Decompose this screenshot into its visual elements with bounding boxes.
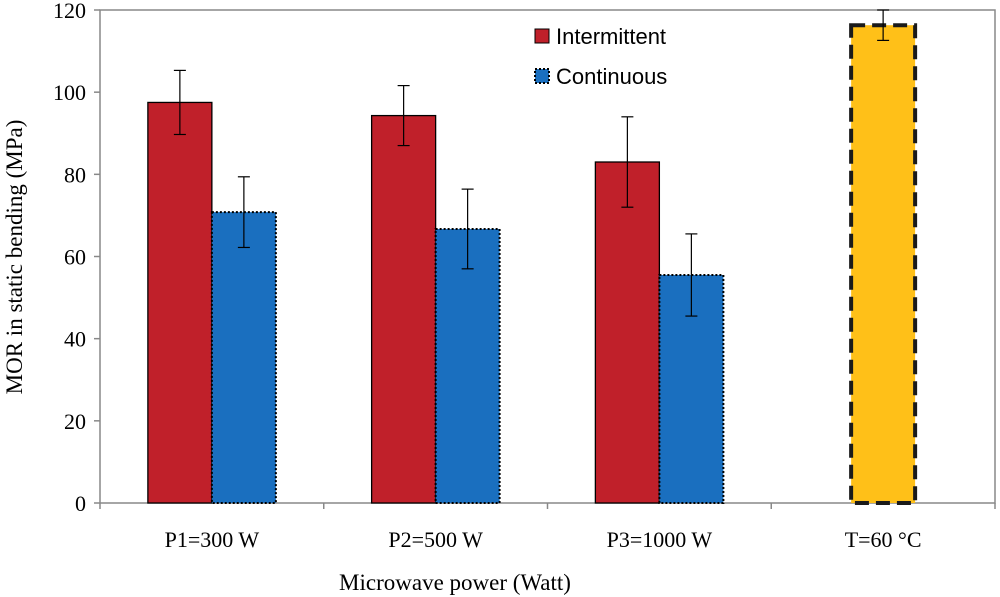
legend-label-continuous: Continuous xyxy=(556,64,667,89)
x-tick-label: T=60 °C xyxy=(845,527,922,552)
y-tick-label: 20 xyxy=(64,409,86,434)
bar-intermittent xyxy=(370,114,437,504)
y-tick-label: 0 xyxy=(75,491,86,516)
y-tick-label: 80 xyxy=(64,162,86,187)
y-tick-label: 60 xyxy=(64,245,86,270)
plot-area: 0 20 40 60 80 100 120 P1=300 W P2=500 W P3=1000 W… xyxy=(53,0,996,552)
legend-swatch-intermittent xyxy=(534,28,550,44)
legend: Intermittent Continuous xyxy=(534,24,667,89)
bar-continuous xyxy=(210,211,277,504)
y-axis-title: MOR in static bending (MPa) xyxy=(2,120,27,395)
bar-continuous xyxy=(434,227,501,505)
y-tick-label: 40 xyxy=(64,327,86,352)
y-tick-label: 120 xyxy=(53,0,86,23)
legend-swatch-continuous xyxy=(534,68,550,84)
bar-intermittent xyxy=(147,101,213,504)
bar-control xyxy=(849,23,918,505)
x-tick-label: P2=500 W xyxy=(388,527,483,552)
x-tick-label: P3=1000 W xyxy=(607,527,713,552)
x-tick-label: P1=300 W xyxy=(165,527,260,552)
bar-intermittent xyxy=(594,161,661,504)
legend-label-intermittent: Intermittent xyxy=(556,24,666,49)
x-axis-title: Microwave power (Watt) xyxy=(339,570,571,595)
y-tick-label: 100 xyxy=(53,80,86,105)
